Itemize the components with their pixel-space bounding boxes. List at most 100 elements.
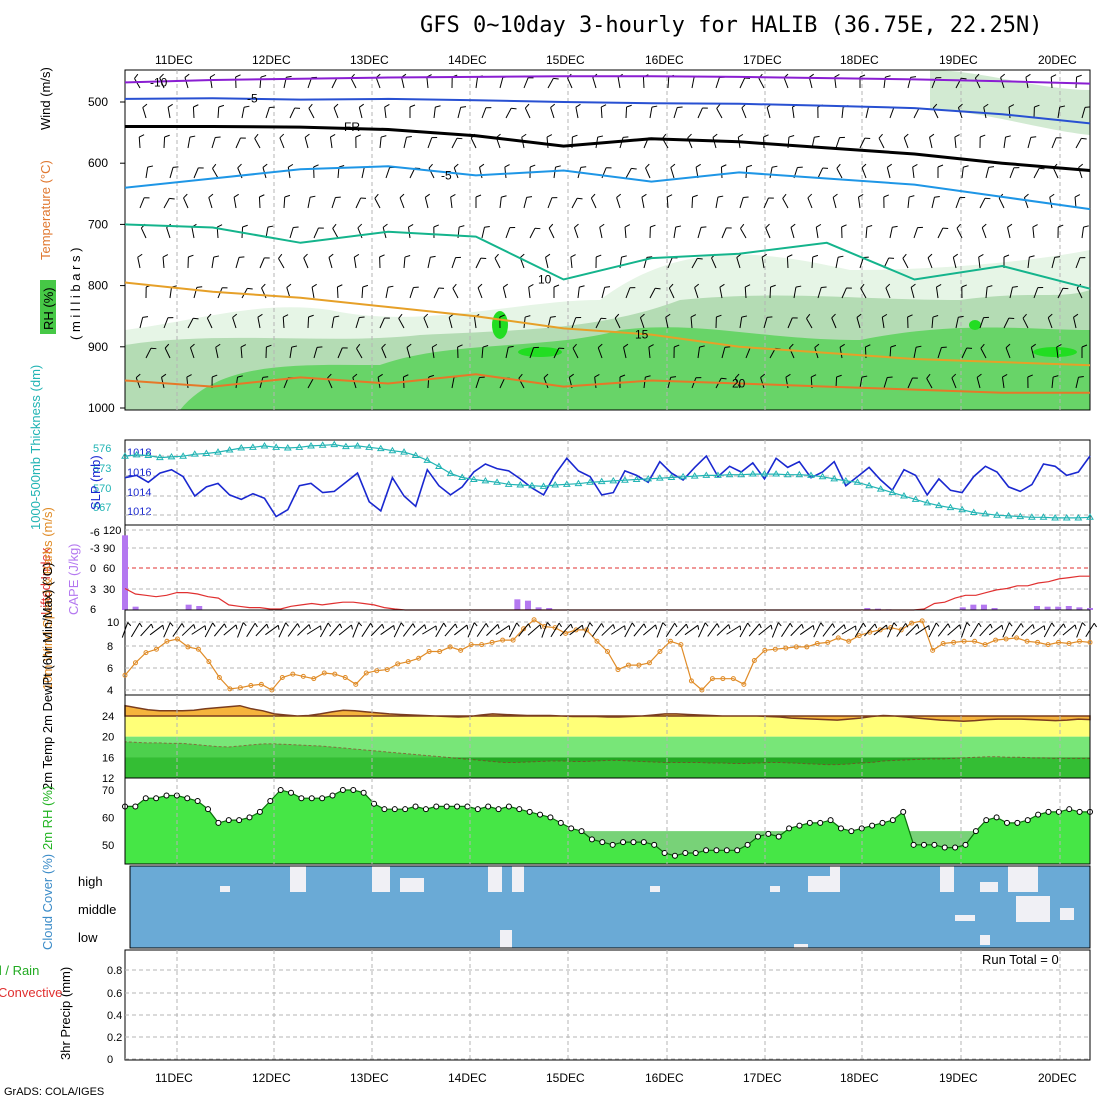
barb-staff [883,377,888,389]
rh2m-point [609,841,616,848]
thickness-point [725,470,734,478]
barb-staff [885,287,891,299]
barb-flag [874,623,878,629]
barb-staff [402,623,414,637]
barb-staff [956,227,963,239]
barb-flag [196,286,203,288]
barb-flag [424,624,427,630]
barb-staff [859,377,863,389]
barb-staff [961,347,968,359]
wind-barb [954,134,960,149]
barb-staff [673,107,678,119]
rh-legend-swatch [40,280,56,334]
barb-flag [450,194,456,198]
barb-staff [477,287,483,299]
barb-staff [1032,227,1035,239]
cloud-gap [1016,896,1050,922]
wind-barb [427,255,436,269]
barb-staff [1033,287,1039,299]
barb-flag [719,283,725,288]
wind-barb [259,376,269,389]
barb-flag [142,316,149,318]
barb-flag [1005,135,1011,138]
wind-speed-point [835,635,841,641]
barb-flag [858,193,864,198]
rh2m-point [983,817,990,824]
cape-bar [864,608,871,610]
barb-staff [166,227,171,239]
barb-staff [927,257,933,269]
barb-staff [907,377,913,389]
barb-staff [836,168,843,179]
thickness-point [841,476,850,484]
wind-barb [570,254,576,269]
barb-staff [1008,106,1011,119]
barb-flag [262,376,269,378]
barb-staff [184,77,189,89]
cloud-gap [1060,908,1074,920]
barb-flag [212,163,217,169]
wind-barb [1081,106,1091,119]
barb-staff [409,287,414,299]
barb-flag [662,622,667,627]
barb-staff [808,77,813,89]
barb-staff [697,347,701,359]
barb-staff [137,257,141,269]
rh2m-point [537,811,544,818]
surface-wind-barb [960,622,971,638]
cape-bar [1076,607,1083,610]
wind-barb [883,75,891,89]
barb-flag [406,343,412,348]
barb-staff [473,317,477,329]
barb-flag [1003,254,1010,258]
wind-barb [763,197,774,209]
wind-speed-point [479,642,485,648]
barb-staff [889,107,895,119]
barb-staff [529,347,535,359]
surface-wind-barb [726,625,742,635]
wind-barb [379,254,385,269]
barb-flag [670,376,677,378]
wind-barb [832,193,838,209]
barb-flag [801,624,804,629]
wind-speed-point [500,637,506,643]
barb-staff [313,227,319,239]
rh2m-point [640,839,647,846]
wind-barb [358,103,364,119]
wind-barb [189,343,195,359]
barb-staff [385,167,391,179]
thickness-point [225,446,234,453]
thickness-point [307,441,315,449]
barb-flag [352,373,358,378]
barb-flag [887,163,892,168]
contour-label: -10 [150,75,168,89]
barb-flag [499,314,505,318]
thickness-point [900,492,908,499]
wind-barb [142,103,148,119]
wind-barb [235,74,241,89]
barb-flag [264,257,270,259]
wind-barb [1075,375,1084,389]
barb-flag [164,134,170,138]
surface-wind-barb [213,623,227,637]
barb-flag [655,287,661,290]
barb-flag [822,167,829,169]
wind-barb [350,73,357,89]
thickness-point [283,444,292,451]
barb-staff [887,622,895,638]
barb-flag [926,373,931,379]
barb-staff [223,624,237,636]
barb-staff [1003,317,1010,329]
wind-speed-point [636,662,642,668]
wind-barb [625,104,632,119]
barb-staff [667,377,672,389]
wind-barb [745,164,753,179]
barb-staff [307,197,311,209]
wind-barb [433,224,439,239]
wind-barb [1005,343,1011,359]
cloud-frame [129,865,1091,949]
barb-flag [836,163,841,169]
wind-barb [481,225,490,239]
